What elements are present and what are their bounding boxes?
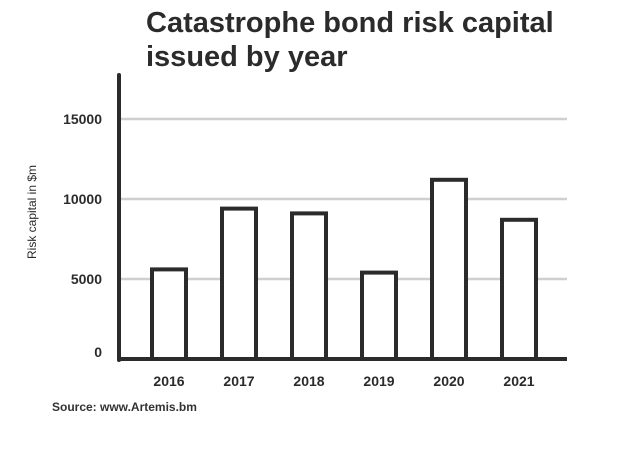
source-note: Source: www.Artemis.bm bbox=[52, 400, 197, 414]
x-tick-label-2021: 2021 bbox=[503, 373, 534, 389]
y-tick-label-5000: 5000 bbox=[71, 271, 102, 287]
x-tick-labels: 2016 2017 2018 2019 2020 2021 bbox=[153, 373, 534, 389]
y-tick-label-15000: 15000 bbox=[63, 111, 102, 127]
x-tick-label-2017: 2017 bbox=[223, 373, 254, 389]
bar-2018 bbox=[290, 211, 328, 361]
x-tick-label-2016: 2016 bbox=[153, 373, 184, 389]
gridlines bbox=[119, 117, 567, 281]
bar-2016 bbox=[150, 267, 188, 361]
bar-2020 bbox=[430, 177, 468, 361]
y-tick-label-0: 0 bbox=[94, 344, 102, 360]
y-axis-label: Risk capital in $m bbox=[25, 165, 39, 259]
chart-title-line-2: issued by year bbox=[146, 41, 348, 73]
bar-2019 bbox=[360, 270, 398, 362]
bar-2021 bbox=[500, 217, 538, 361]
chart-title-line-1: Catastrophe bond risk capital bbox=[146, 7, 554, 39]
y-tick-label-10000: 10000 bbox=[63, 191, 102, 207]
x-tick-label-2018: 2018 bbox=[293, 373, 324, 389]
bars bbox=[150, 177, 538, 362]
bar-2017 bbox=[220, 206, 258, 361]
y-tick-labels: 0 5000 10000 15000 bbox=[63, 111, 102, 360]
axes bbox=[117, 73, 567, 362]
x-tick-label-2019: 2019 bbox=[363, 373, 394, 389]
x-tick-label-2020: 2020 bbox=[433, 373, 464, 389]
